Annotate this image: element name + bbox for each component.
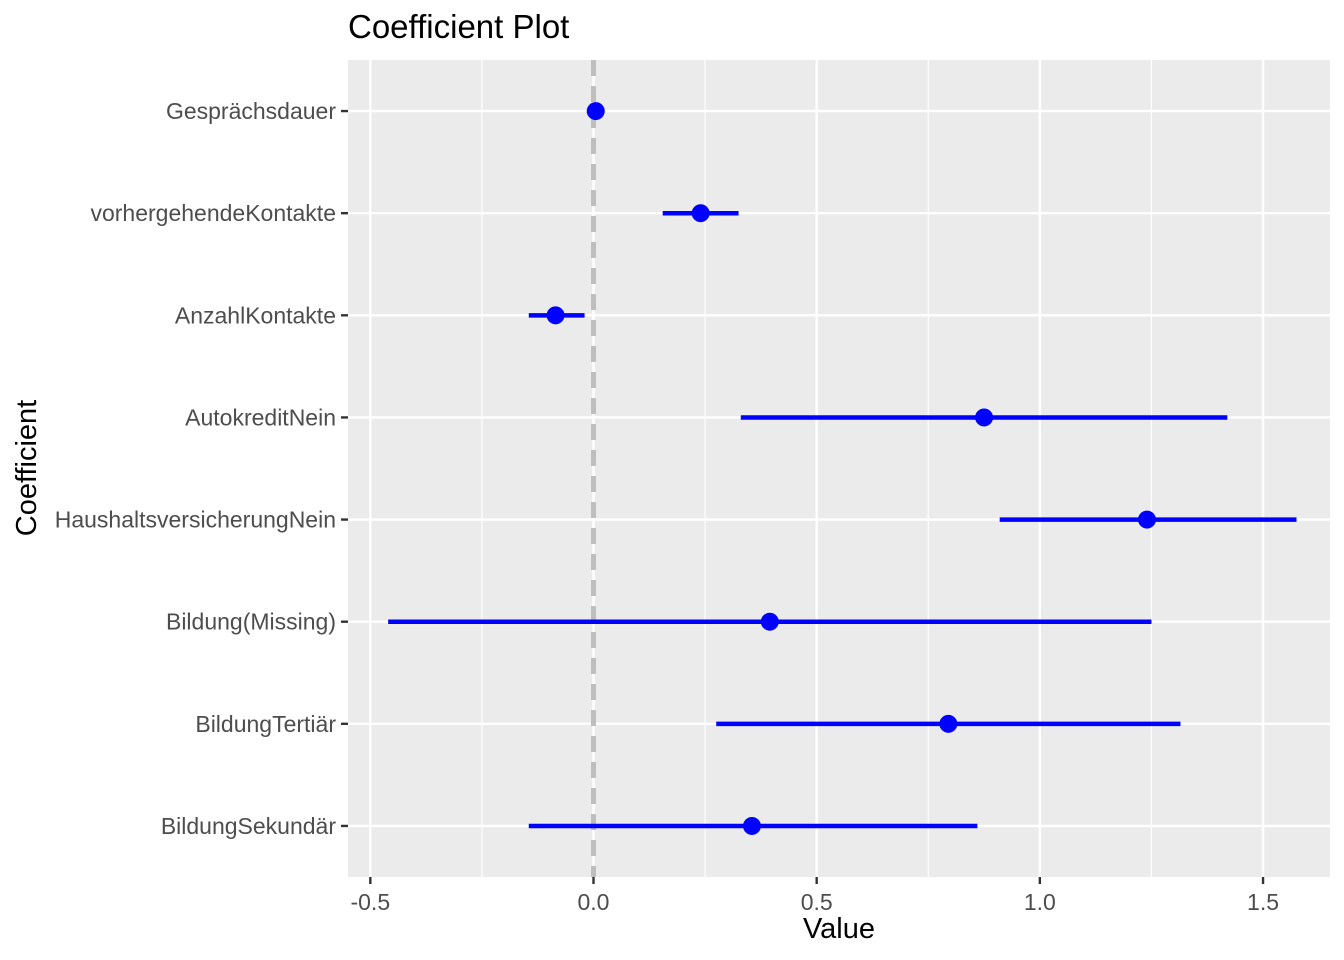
minor-gridlines [481,60,1153,877]
y-tick-label: BildungSekundär [161,813,337,839]
y-tick-label: vorhergehendeKontakte [90,200,336,226]
coefficient-point [586,102,605,121]
y-tick-label: Bildung(Missing) [166,609,336,635]
y-axis: Gesprächsdauer vorhergehendeKontakte Anzah… [55,98,348,839]
x-tick-label: 1.5 [1247,889,1279,915]
coefficient-point [546,306,565,325]
coefficient-point [742,816,761,835]
x-tick-label: 0.0 [578,889,610,915]
coefficient-points [546,102,1156,835]
x-tick-label: 1.0 [1024,889,1056,915]
y-axis-title: Coefficient [11,400,43,537]
chart-title: Coefficient Plot [348,8,569,45]
coefficient-point [760,612,779,631]
y-tick-label: HaushaltsversicherungNein [55,507,336,533]
x-axis: -0.5 0.0 0.5 1.0 1.5 [350,877,1279,915]
x-tick-label: -0.5 [350,889,390,915]
y-tick-label: Gesprächsdauer [166,98,336,124]
x-tick-label: 0.5 [801,889,833,915]
coefficient-point [691,204,710,223]
y-tick-label: AnzahlKontakte [175,302,336,328]
coefficient-point [975,408,994,427]
y-tick-label: AutokreditNein [185,404,336,430]
y-tick-label: BildungTertiär [195,711,336,737]
coefficient-point [939,714,958,733]
plot-panel [348,60,1330,877]
coefficient-point [1137,510,1156,529]
x-axis-title: Value [803,913,875,945]
